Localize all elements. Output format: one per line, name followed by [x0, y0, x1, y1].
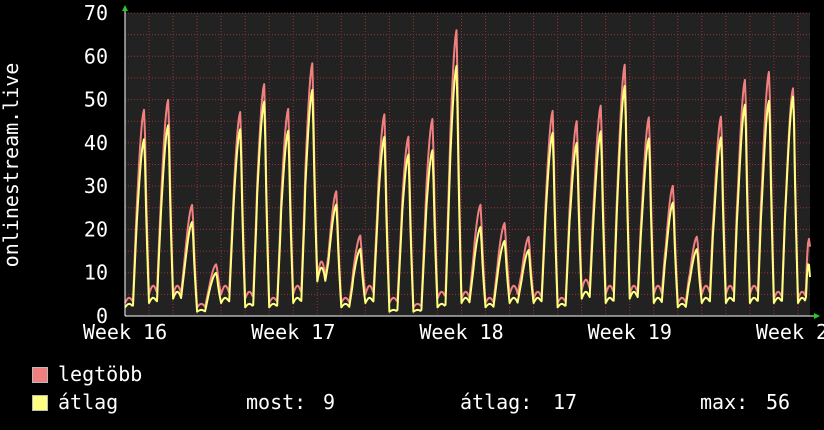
stat-max-value: 56 — [766, 390, 791, 414]
y-tick-label: 40 — [84, 131, 108, 155]
series-line-max — [124, 29, 811, 309]
x-tick-label: Week 18 — [419, 320, 503, 344]
y-tick-label: 70 — [84, 1, 108, 25]
series-line-avg — [124, 64, 811, 313]
y-tick-label: 0 — [96, 304, 108, 328]
y-tick-label: 10 — [84, 261, 108, 285]
x-tick-label: Week 19 — [588, 320, 672, 344]
stat-now-label: most: — [246, 390, 307, 414]
y-tick-label: 60 — [84, 44, 108, 68]
stat-max-label: max: — [700, 390, 749, 414]
stat-avg-value: 17 — [553, 390, 578, 414]
y-tick-label: 50 — [84, 88, 108, 112]
legend-label-max: legtöbb — [58, 362, 143, 386]
legend-label-avg: átlag — [58, 390, 119, 414]
legend-swatch-avg — [32, 395, 48, 411]
x-tick-label: Week 17 — [251, 320, 335, 344]
x-tick-label: Week 16 — [83, 320, 167, 344]
x-tick-label: Week 20 — [756, 320, 824, 344]
y-tick-label: 30 — [84, 174, 108, 198]
y-tick-label: 20 — [84, 217, 108, 241]
stat-now-value: 9 — [323, 390, 336, 414]
y-axis-arrow — [122, 5, 128, 11]
legend-swatch-max — [32, 367, 48, 383]
y-axis-title: onlinestream.live — [0, 63, 23, 268]
x-axis-arrow — [814, 313, 820, 319]
stat-avg-label: átlag: — [460, 390, 533, 414]
